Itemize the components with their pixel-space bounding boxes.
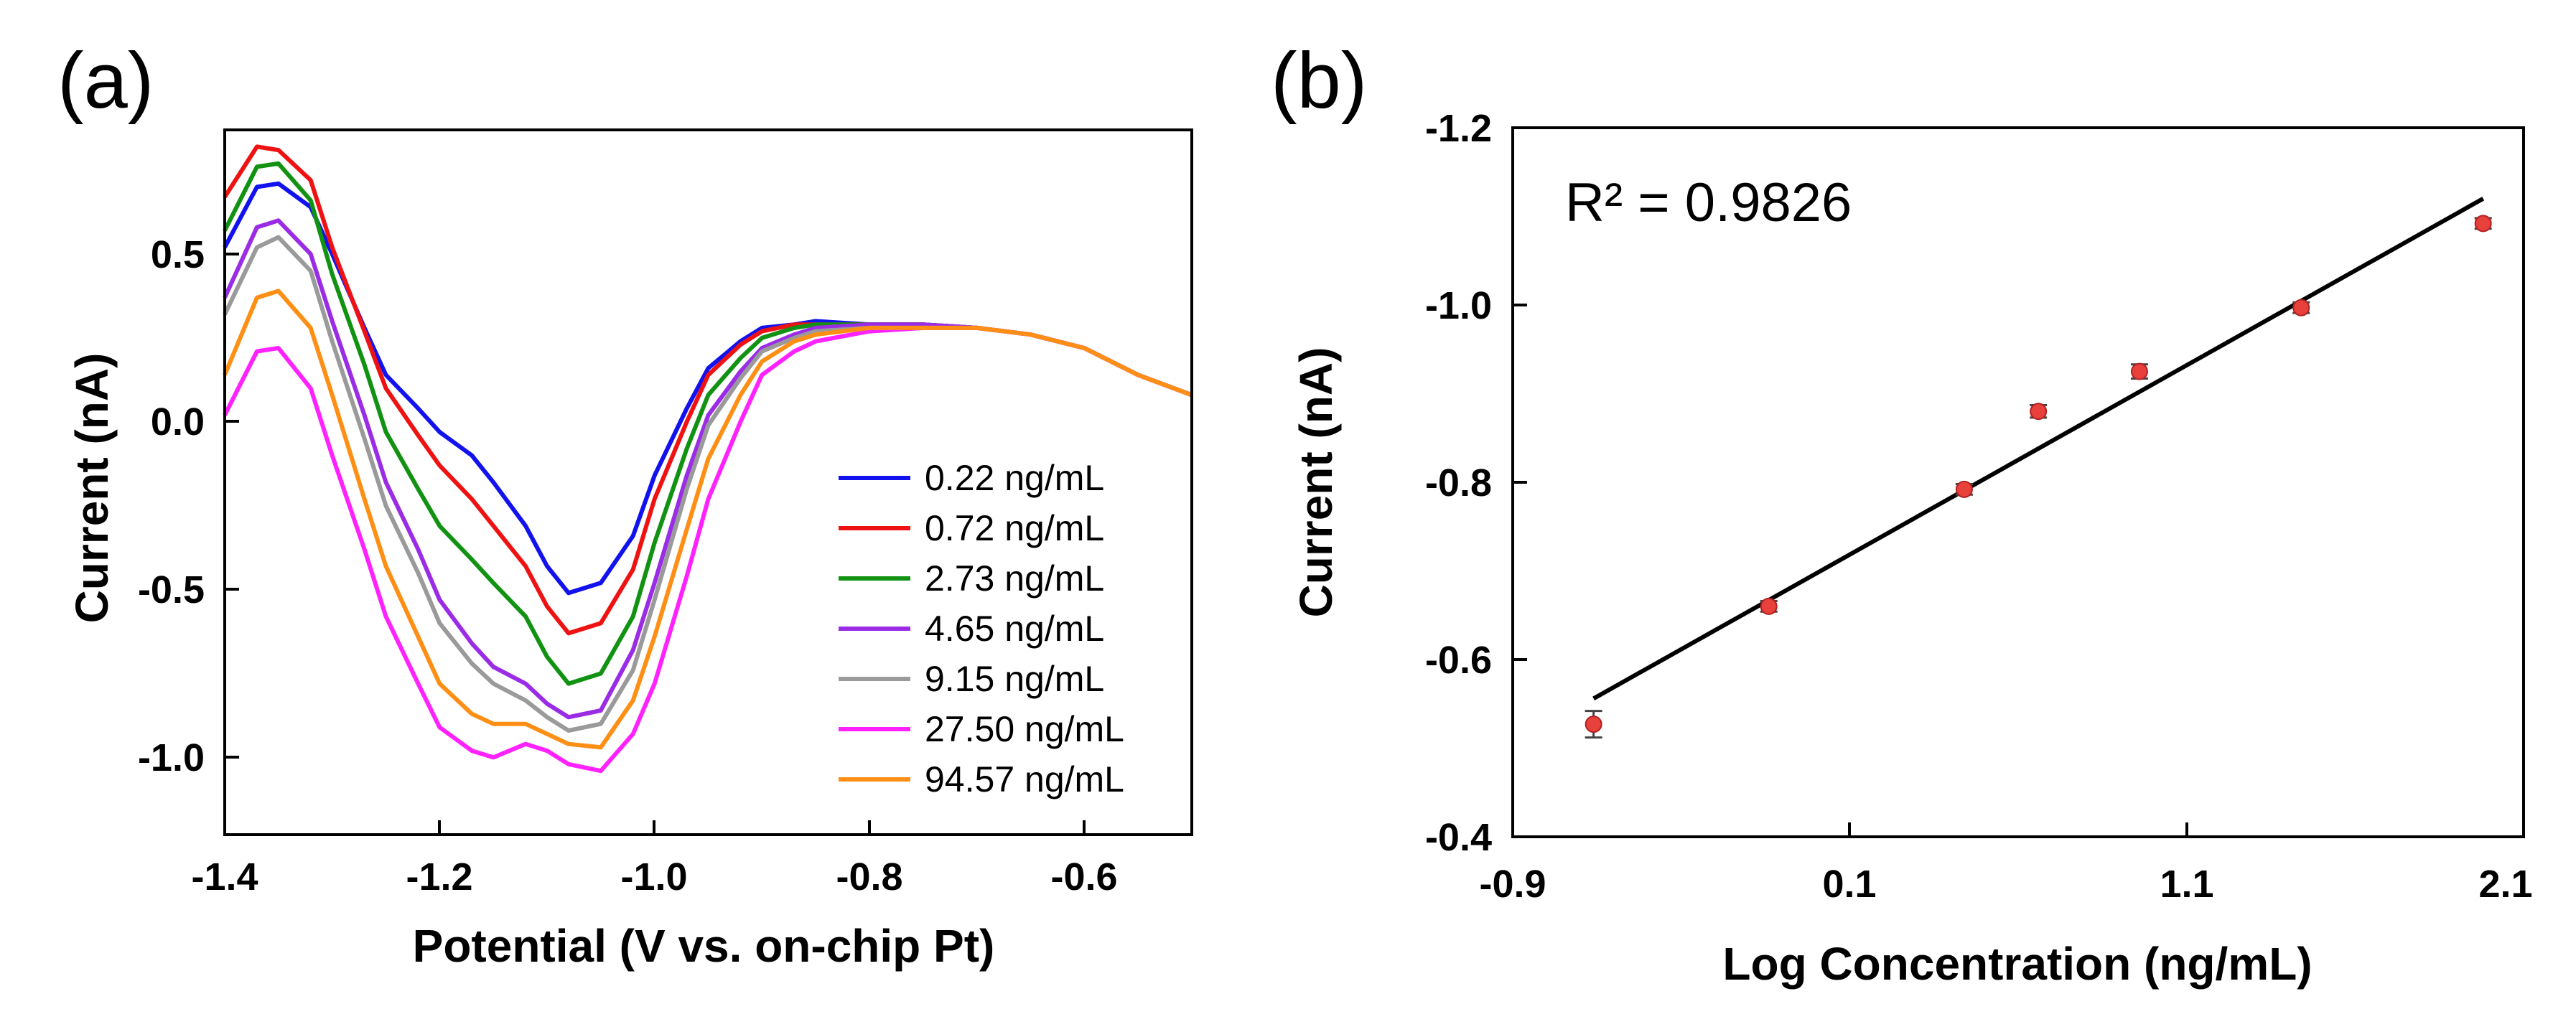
panel-b-y-tick-label: -0.8 (1425, 461, 1492, 505)
data-point (2030, 403, 2048, 421)
panel-b-x-tick-label: 2.1 (2478, 863, 2532, 906)
panel-b: (b) -0.9 0.1 1.1 2.1 -0.4 -0.6 -0.8 -1.0… (1271, 37, 2533, 990)
legend-label-3: 4.65 ng/mL (925, 609, 1104, 649)
fit-line (1592, 197, 2485, 700)
panel-b-plot-frame (1511, 126, 2525, 838)
panel-b-y-axis-title: Current (nA) (1290, 347, 1342, 618)
panel-b-y-tick-label: -1.0 (1425, 284, 1492, 327)
panel-b-y-tick-label: -1.2 (1425, 107, 1492, 150)
data-point (1955, 480, 1973, 498)
panel-a-y-tick-label: 0.0 (151, 400, 205, 444)
legend-label-0: 0.22 ng/mL (925, 458, 1104, 498)
legend-label-6: 94.57 ng/mL (925, 759, 1124, 799)
panel-b-y-tick-label: -0.6 (1425, 639, 1492, 682)
legend-label-5: 27.50 ng/mL (925, 709, 1124, 749)
panel-a-x-tick-label: -0.6 (1050, 855, 1117, 899)
legend-label-1: 0.72 ng/mL (925, 508, 1104, 548)
data-point (2292, 299, 2310, 316)
legend-label-4: 9.15 ng/mL (925, 659, 1104, 699)
panel-a-legend: 0.22 ng/mL 0.72 ng/mL 2.73 ng/mL 4.65 ng… (839, 458, 1124, 799)
panel-a-x-ticks: -1.4 -1.2 -1.0 -0.8 -0.6 (191, 820, 1118, 899)
panel-a: (a) -1.4 -1.2 -1.0 -0.8 -0.6 -1.0 -0.5 0… (57, 37, 1193, 972)
panel-a-y-tick-label: -0.5 (138, 568, 205, 611)
data-point (2474, 215, 2492, 233)
series-line-6 (223, 289, 1193, 750)
panel-b-points-group (1585, 215, 2492, 739)
panel-b-x-tick-label: 0.1 (1822, 863, 1876, 906)
panel-b-x-tick-label: 1.1 (2160, 863, 2213, 906)
panel-b-x-axis-title: Log Concentration (ng/mL) (1722, 938, 2312, 990)
r-squared-annotation: R² = 0.9826 (1565, 172, 1852, 233)
panel-a-y-ticks: -1.0 -0.5 0.0 0.5 (138, 233, 239, 779)
panel-a-y-axis-title: Current (nA) (66, 353, 118, 624)
panel-a-label: (a) (57, 37, 154, 125)
panel-a-y-tick-label: 0.5 (151, 233, 205, 276)
data-point (2130, 362, 2148, 380)
panel-a-y-tick-label: -1.0 (138, 736, 205, 779)
panel-a-plot-frame (223, 128, 1193, 836)
panel-a-x-axis-title: Potential (V vs. on-chip Pt) (413, 920, 995, 972)
data-point (1760, 597, 1778, 615)
panel-a-series-group (223, 144, 1193, 774)
panel-a-x-tick-label: -1.2 (406, 855, 472, 899)
data-point (1585, 716, 1602, 733)
panel-b-x-ticks: -0.9 0.1 1.1 2.1 (1479, 822, 2533, 906)
panel-a-x-tick-label: -1.0 (620, 855, 687, 899)
panel-b-x-tick-label: -0.9 (1479, 863, 1546, 906)
panel-b-y-tick-label: -0.4 (1425, 816, 1492, 859)
series-line-3 (223, 218, 1193, 720)
legend-label-2: 2.73 ng/mL (925, 558, 1104, 599)
panel-a-x-tick-label: -0.8 (836, 855, 902, 899)
panel-b-label: (b) (1271, 37, 1367, 125)
panel-b-y-ticks: -0.4 -0.6 -0.8 -1.0 -1.2 (1425, 107, 1527, 859)
panel-a-x-tick-label: -1.4 (191, 855, 258, 899)
